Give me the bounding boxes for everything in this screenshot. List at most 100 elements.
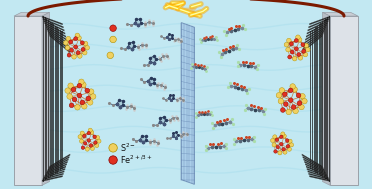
Circle shape [77,93,82,98]
Circle shape [86,96,91,101]
Circle shape [83,41,88,46]
Polygon shape [49,156,69,169]
Circle shape [68,83,73,88]
Circle shape [283,150,287,154]
Circle shape [285,139,289,142]
Polygon shape [60,30,61,170]
Polygon shape [319,24,320,175]
Polygon shape [324,20,325,178]
Polygon shape [61,32,62,169]
Polygon shape [169,2,203,17]
Circle shape [69,103,74,108]
Polygon shape [310,16,330,25]
Polygon shape [326,19,327,179]
Circle shape [290,84,295,89]
Polygon shape [169,95,173,100]
Polygon shape [160,117,166,124]
Polygon shape [47,29,68,44]
Polygon shape [45,166,66,175]
Circle shape [110,36,116,43]
Circle shape [284,42,289,47]
Circle shape [75,33,80,38]
Polygon shape [329,16,330,181]
Polygon shape [49,35,70,53]
Circle shape [296,93,301,98]
Circle shape [87,131,90,135]
Polygon shape [48,20,49,178]
Polygon shape [173,132,177,138]
Circle shape [296,35,300,40]
Circle shape [292,87,297,92]
Circle shape [78,135,82,139]
Circle shape [95,143,99,148]
Circle shape [298,56,303,60]
Circle shape [65,88,70,93]
Polygon shape [317,26,318,174]
Polygon shape [128,42,134,49]
Circle shape [77,54,82,58]
Circle shape [81,82,86,88]
Polygon shape [323,12,330,185]
Polygon shape [305,163,326,174]
Circle shape [109,144,117,152]
Circle shape [288,98,293,103]
Circle shape [302,49,306,53]
Polygon shape [314,29,315,171]
Circle shape [282,134,286,138]
Circle shape [66,36,71,41]
Polygon shape [49,33,69,50]
Polygon shape [46,26,67,40]
Circle shape [76,51,80,55]
Circle shape [282,92,287,97]
Polygon shape [320,23,321,176]
Circle shape [80,139,84,143]
Polygon shape [310,175,330,181]
Polygon shape [46,19,48,179]
Polygon shape [46,163,67,174]
Circle shape [288,139,292,143]
Circle shape [71,87,76,92]
Polygon shape [45,22,65,34]
Polygon shape [44,20,64,31]
Circle shape [281,132,285,136]
Polygon shape [42,175,62,181]
Circle shape [72,54,76,59]
Text: Fe$^{2+/3+}$: Fe$^{2+/3+}$ [120,154,153,166]
Polygon shape [43,16,44,181]
Polygon shape [304,29,325,44]
Circle shape [302,98,307,104]
Polygon shape [45,24,66,37]
Circle shape [87,139,90,142]
Circle shape [276,145,279,149]
Polygon shape [58,29,59,171]
Polygon shape [45,168,65,177]
Circle shape [75,105,80,110]
Polygon shape [306,166,327,175]
Circle shape [274,150,277,153]
Circle shape [287,147,291,151]
Circle shape [70,48,74,52]
Circle shape [282,147,285,151]
Polygon shape [45,17,46,180]
Circle shape [303,52,308,57]
Circle shape [67,53,71,57]
Polygon shape [49,154,70,167]
Polygon shape [42,16,62,25]
Circle shape [83,142,87,145]
Circle shape [88,128,92,132]
Circle shape [301,43,305,47]
Polygon shape [43,173,64,180]
Circle shape [89,144,93,147]
Circle shape [83,50,87,55]
Circle shape [304,43,308,48]
Circle shape [110,25,116,32]
Circle shape [297,101,302,105]
Circle shape [65,45,70,50]
Circle shape [96,136,100,139]
Polygon shape [312,30,313,170]
Polygon shape [306,24,327,37]
Circle shape [286,38,291,43]
Circle shape [290,50,294,54]
Polygon shape [42,12,49,185]
Circle shape [288,88,293,93]
